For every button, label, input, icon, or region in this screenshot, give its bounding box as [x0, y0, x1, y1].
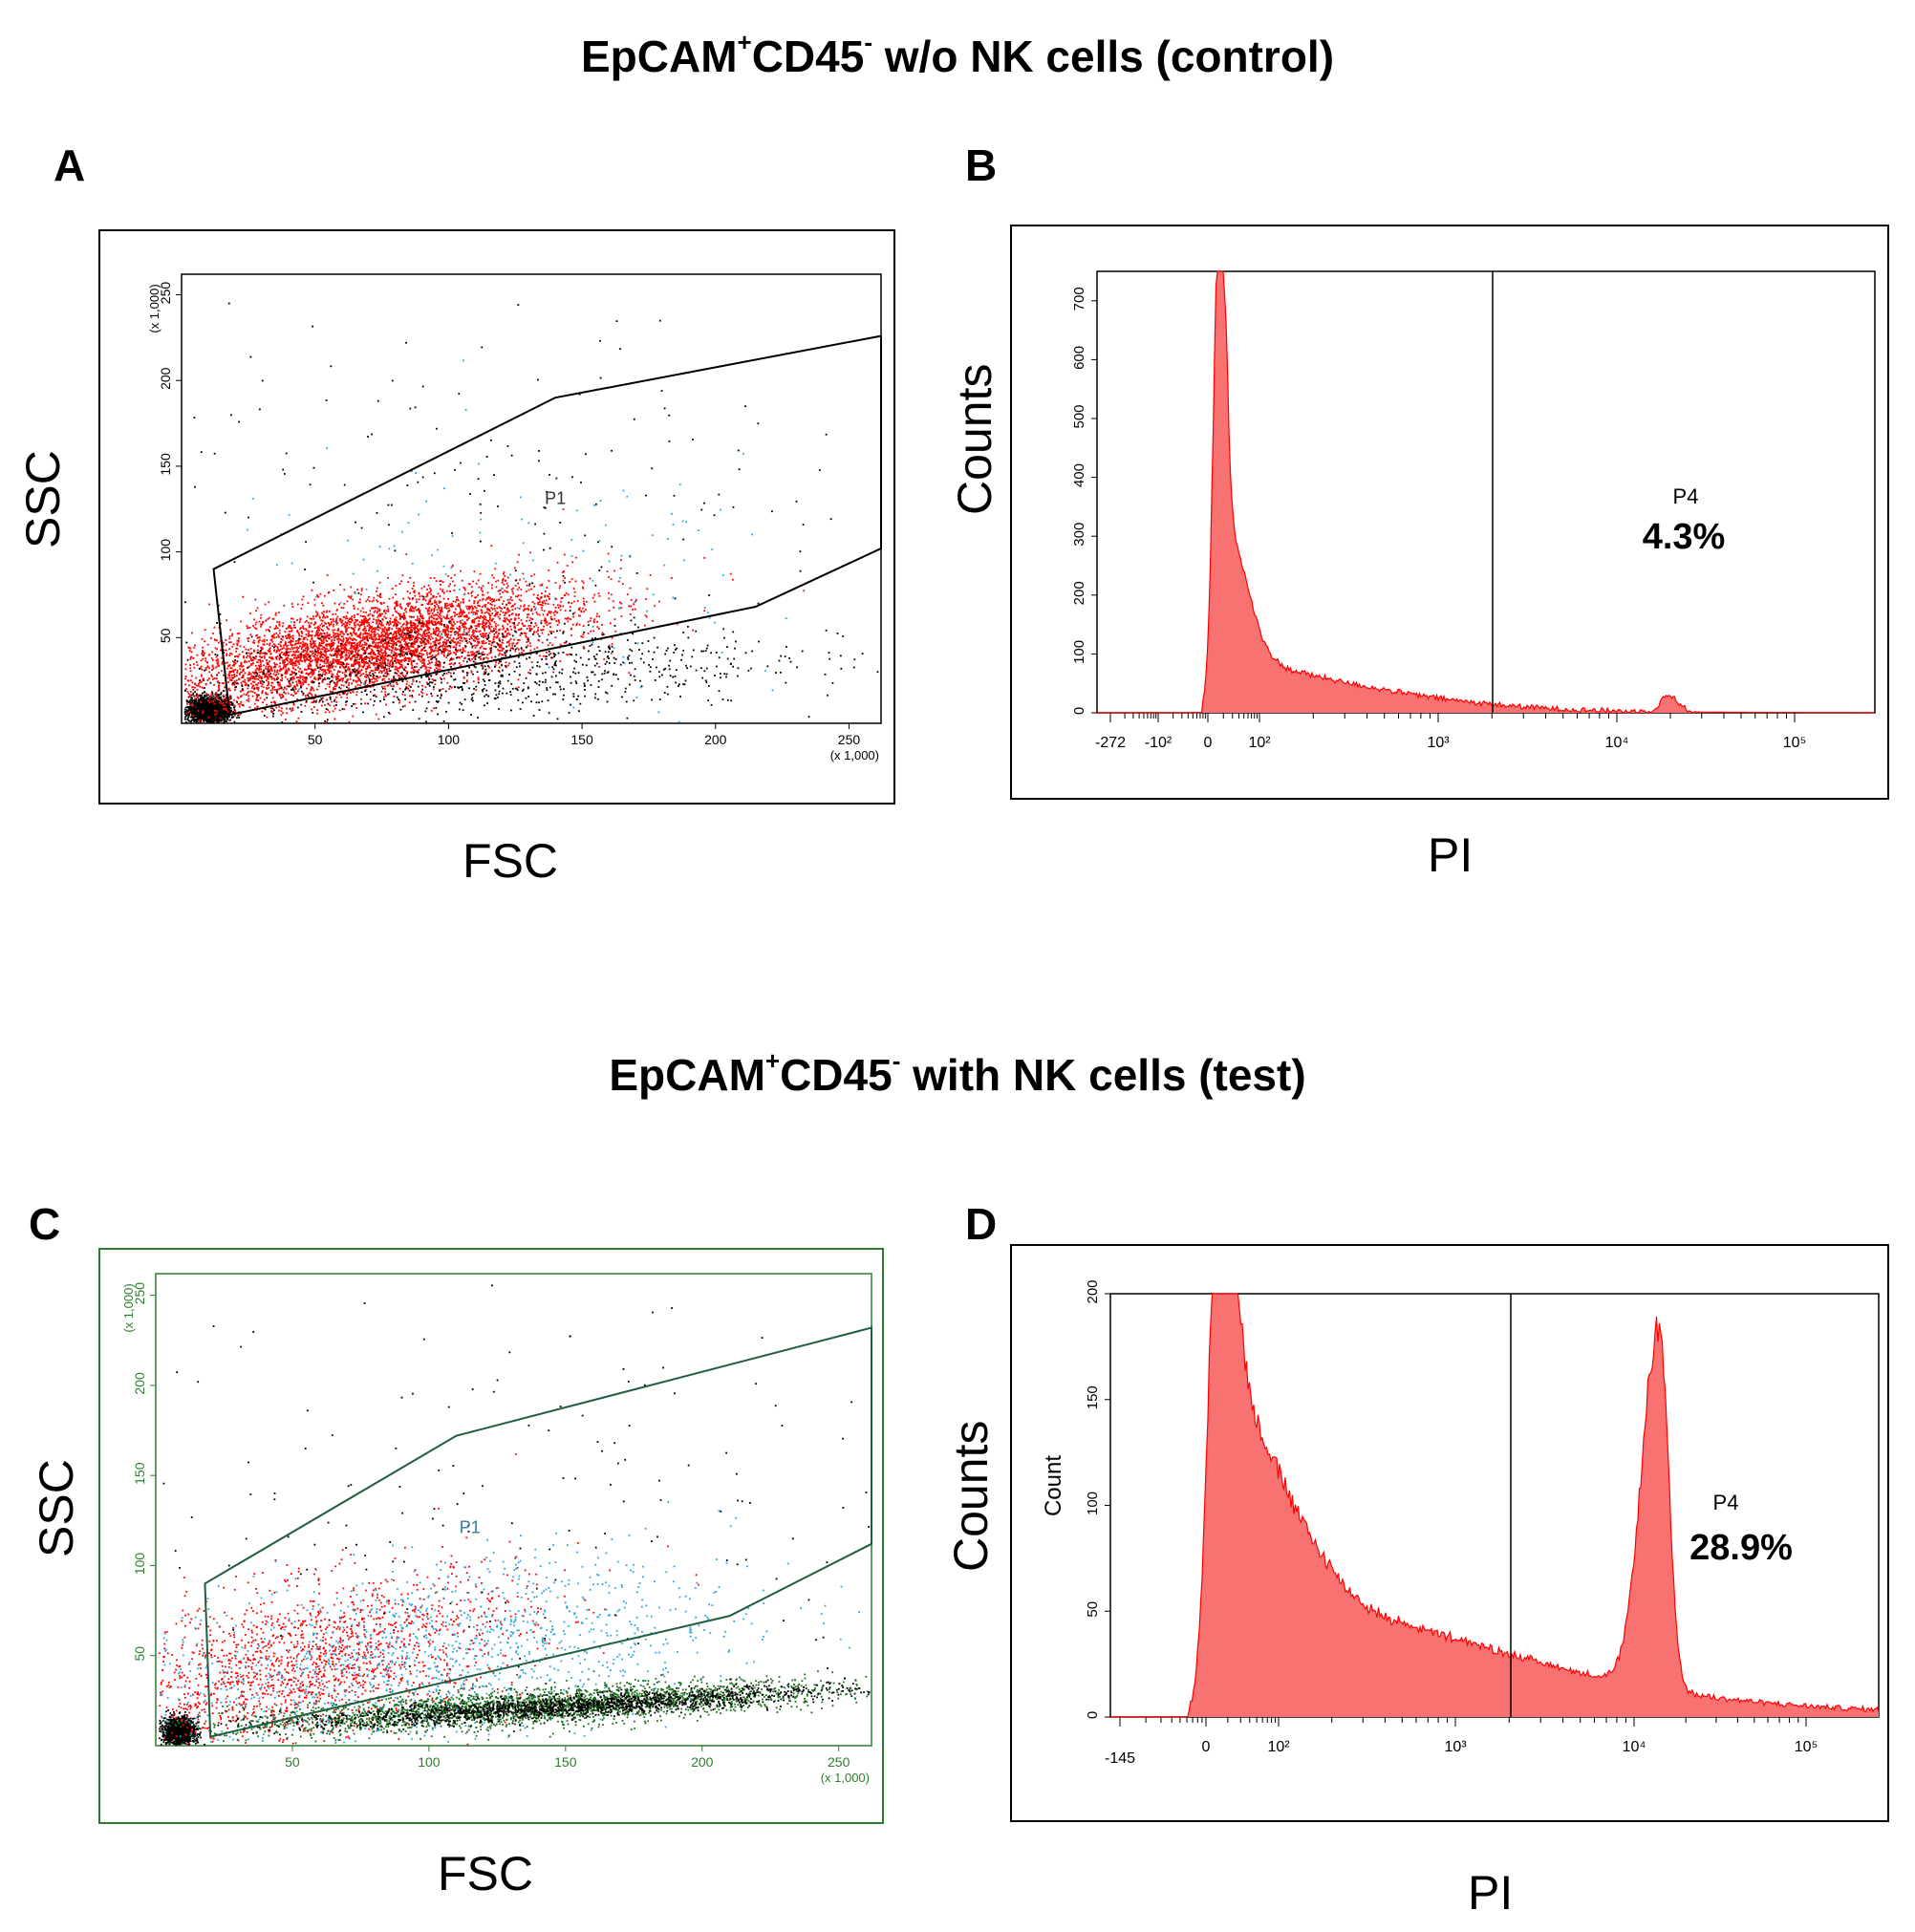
y-tick-label: 100: [132, 1553, 147, 1576]
x-tick-label: 10⁵: [1783, 735, 1806, 751]
x-tick-label: 250: [838, 732, 861, 747]
x-tick-label: 50: [308, 732, 323, 747]
y-tick-label: 200: [1071, 581, 1087, 605]
x-tick-label: 0: [1202, 1739, 1211, 1755]
y-tick-label: 50: [1085, 1601, 1101, 1618]
y-tick-label: 400: [1071, 463, 1087, 487]
y-tick-label: 0: [1085, 1711, 1101, 1719]
histogram-panel-B: 0 100 200 300 400 500 600 700 -272 -10² 0 10² 10³ 10⁴…: [1071, 270, 1876, 751]
x-tick-label: 250: [828, 1754, 850, 1770]
x-multiplier: (x 1,000): [830, 748, 879, 762]
gate-p1-polygon: [204, 1326, 872, 1738]
x-tick-label: 10⁵: [1795, 1739, 1818, 1755]
gate-p4-label: P4: [1673, 484, 1699, 508]
panel-a-xlabel: FSC: [463, 834, 558, 888]
plot-area-border: [181, 273, 882, 724]
panel-b-xlabel: PI: [1428, 828, 1474, 882]
y-tick-label: 300: [1071, 523, 1087, 547]
y-tick-label: 50: [132, 1646, 147, 1662]
events-layer: [183, 302, 879, 723]
x-tick-label: 150: [570, 732, 593, 747]
x-tick-label: 200: [704, 732, 727, 747]
panel-c-xlabel: FSC: [438, 1847, 533, 1900]
gate-p4-label: P4: [1713, 1491, 1739, 1514]
x-tick-label: 0: [1204, 735, 1213, 751]
x-tick-label: 50: [285, 1754, 300, 1770]
title-control: EpCAM+CD45- w/o NK cells (control): [580, 27, 1335, 81]
y-tick-label: 100: [1071, 640, 1087, 664]
y-tick-label: 100: [1085, 1492, 1101, 1515]
x-tick-label: 100: [418, 1754, 441, 1770]
histogram-panel-D: 0 50 100 150 200 -145 0 10² 10³ 10⁴ 10⁵ Count P4 28.9…: [1041, 1279, 1880, 1767]
y-tick-label: 150: [1085, 1385, 1101, 1409]
y-tick-label: 500: [1071, 404, 1087, 428]
x-tick-label: 10³: [1427, 735, 1450, 751]
y-tick-label: 600: [1071, 346, 1087, 370]
x-tick-label: -10²: [1145, 735, 1173, 751]
y-tick-label: 200: [1085, 1279, 1101, 1303]
x-tick-label: 10⁴: [1623, 1739, 1646, 1755]
y-tick-label: 150: [158, 453, 173, 476]
x-tick-label: 100: [438, 732, 461, 747]
y-tick-label: 250: [158, 282, 173, 305]
histogram-fill: [1097, 271, 1875, 713]
panel-letter-a: A: [54, 140, 86, 190]
x-tick-label: 200: [691, 1754, 714, 1770]
x-tick-label: 10⁴: [1605, 735, 1629, 751]
x-tick-label: 150: [554, 1754, 577, 1770]
y-tick-label: 200: [132, 1372, 147, 1395]
plot-area-border: [155, 1273, 872, 1747]
y-tick-label: 100: [158, 539, 173, 562]
panel-d-xlabel: PI: [1468, 1866, 1514, 1920]
histogram-outline: [1110, 1293, 1880, 1718]
x-tick-label: -145: [1105, 1750, 1135, 1767]
events-layer: [158, 1284, 871, 1746]
x-tick-label: 10²: [1248, 735, 1271, 751]
y-tick-label: 150: [132, 1462, 147, 1485]
panel-d-frame: [1010, 1244, 1889, 1822]
x-tick-label: -272: [1095, 735, 1126, 751]
x-multiplier: (x 1,000): [821, 1771, 870, 1785]
inner-y-axis-label: Count: [1041, 1455, 1066, 1516]
panel-letter-b: B: [965, 140, 998, 190]
histogram-fill: [1110, 1294, 1879, 1717]
y-tick-label: 200: [158, 367, 173, 390]
panel-letter-c: C: [29, 1199, 61, 1249]
y-tick-label: 50: [158, 628, 173, 643]
gate-p4-percent: 28.9%: [1689, 1528, 1793, 1568]
gate-p1-label: P1: [545, 488, 566, 507]
y-tick-label: 700: [1071, 287, 1087, 311]
gate-p1-label: P1: [460, 1518, 481, 1537]
title-test: EpCAM+CD45- with NK cells (test): [609, 1045, 1306, 1100]
histogram-outline: [1097, 270, 1874, 715]
y-tick-label: 0: [1071, 707, 1087, 715]
gate-p4-percent: 4.3%: [1643, 517, 1726, 557]
y-multiplier: (x 1,000): [147, 284, 161, 333]
x-tick-label: 10²: [1267, 1739, 1290, 1755]
gate-p1-polygon: [212, 334, 882, 717]
x-tick-label: 10³: [1444, 1739, 1467, 1755]
panel-letter-d: D: [965, 1199, 998, 1249]
y-multiplier: (x 1,000): [121, 1283, 136, 1332]
y-tick-label: 250: [132, 1282, 147, 1305]
